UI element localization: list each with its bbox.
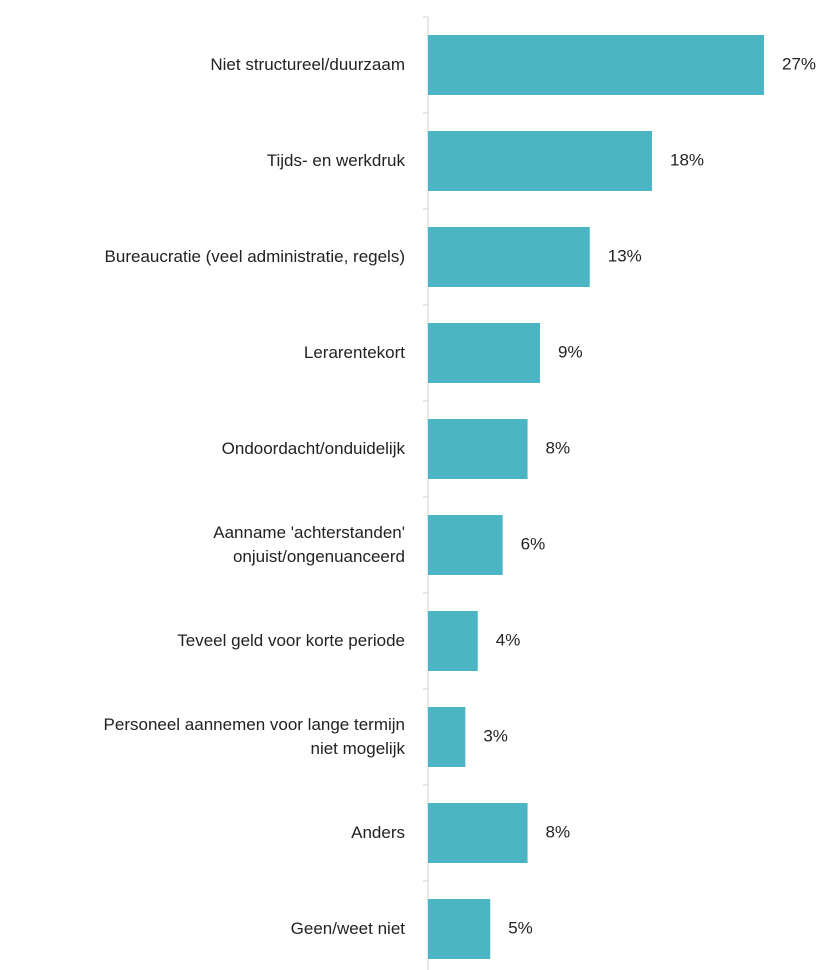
value-label: 8% bbox=[546, 822, 571, 841]
value-label: 4% bbox=[496, 630, 521, 649]
value-label: 3% bbox=[483, 726, 508, 745]
category-label: Geen/weet niet bbox=[290, 919, 405, 938]
bar bbox=[428, 323, 540, 383]
category-label: Niet structureel/duurzaam bbox=[210, 55, 405, 74]
bar bbox=[428, 611, 478, 671]
bar bbox=[428, 803, 528, 863]
bar bbox=[428, 131, 652, 191]
value-label: 6% bbox=[521, 534, 546, 553]
value-label: 18% bbox=[670, 150, 704, 169]
category-label: Bureaucratie (veel administratie, regels… bbox=[104, 247, 405, 266]
category-label: Teveel geld voor korte periode bbox=[177, 631, 405, 650]
bar bbox=[428, 35, 764, 95]
value-label: 5% bbox=[508, 918, 533, 937]
value-label: 8% bbox=[546, 438, 571, 457]
bar bbox=[428, 899, 491, 959]
bar bbox=[428, 419, 528, 479]
category-label: Tijds- en werkdruk bbox=[266, 151, 405, 170]
category-label: Personeel aannemen voor lange termijn ni… bbox=[103, 715, 405, 758]
category-label: Anders bbox=[351, 823, 405, 842]
category-label: Ondoordacht/onduidelijk bbox=[221, 439, 405, 458]
bar bbox=[428, 707, 466, 767]
value-label: 13% bbox=[608, 246, 642, 265]
value-label: 27% bbox=[782, 54, 816, 73]
bar bbox=[428, 515, 503, 575]
value-label: 9% bbox=[558, 342, 583, 361]
category-label: Aanname 'achterstanden' onjuist/ongenuan… bbox=[213, 523, 405, 566]
bar bbox=[428, 227, 590, 287]
category-label: Lerarentekort bbox=[303, 343, 405, 362]
